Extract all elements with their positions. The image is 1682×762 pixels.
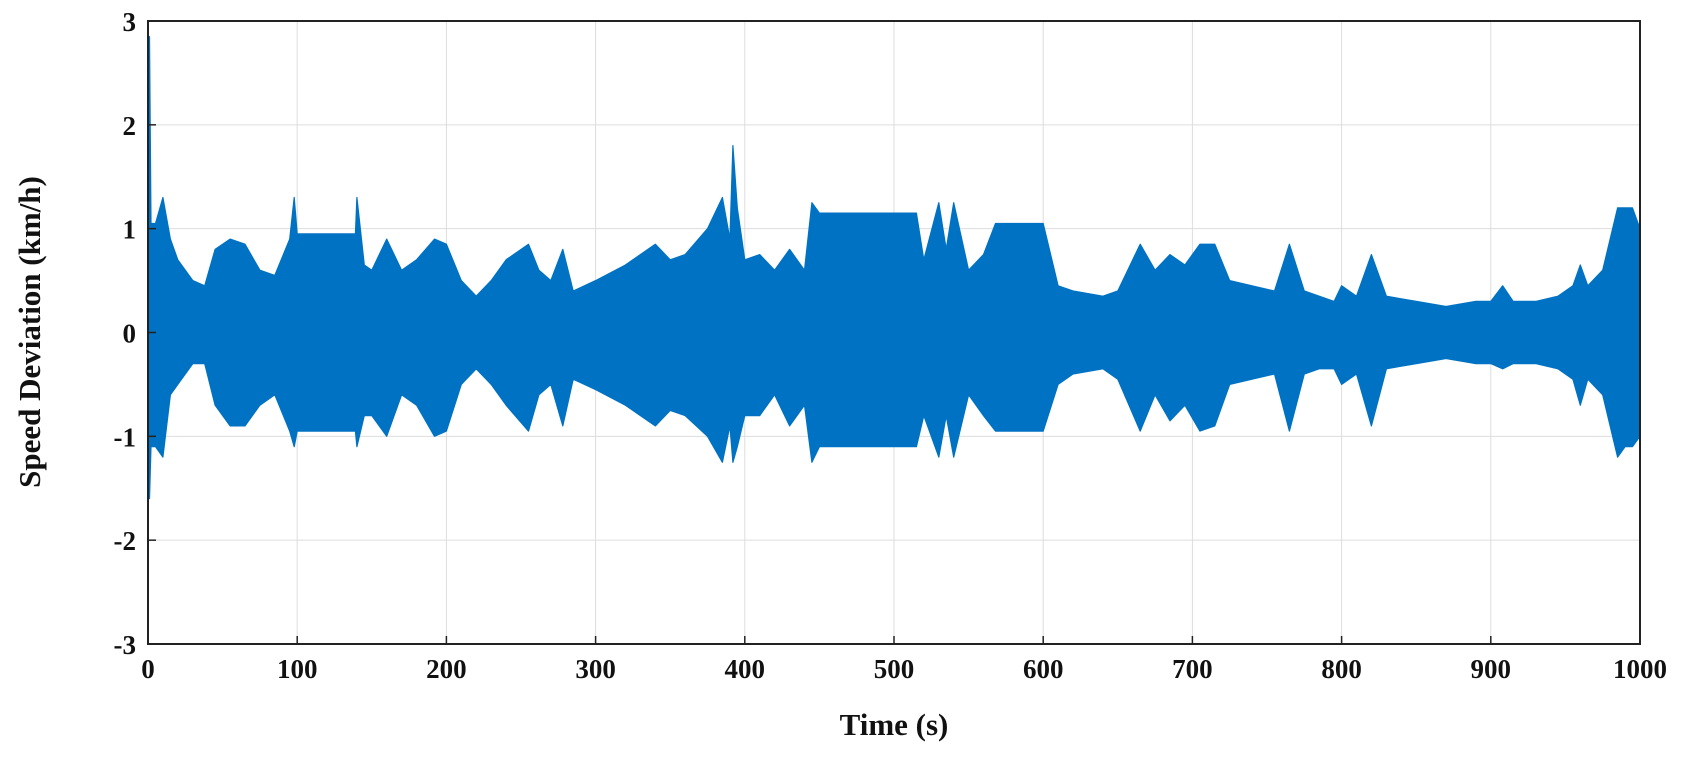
- tick-layer: 0 100 200 300 400 500 600 700 800 900 1000 3 2 1 0 -1 -2…: [114, 7, 1668, 684]
- x-tick-label: 200: [426, 654, 467, 684]
- y-tick-label: 2: [123, 111, 137, 141]
- x-tick-label: 1000: [1613, 654, 1667, 684]
- y-tick-label: 1: [123, 215, 137, 245]
- y-tick-label: 0: [123, 319, 137, 349]
- x-tick-label: 400: [725, 654, 766, 684]
- x-tick-label: 300: [575, 654, 616, 684]
- x-tick-label: 700: [1172, 654, 1213, 684]
- y-tick-label: 3: [123, 7, 137, 37]
- y-tick-label: -2: [114, 526, 137, 556]
- x-tick-label: 900: [1471, 654, 1512, 684]
- y-tick-label: -3: [114, 630, 137, 660]
- x-tick-label: 600: [1023, 654, 1064, 684]
- x-tick-label: 800: [1321, 654, 1362, 684]
- x-tick-label: 100: [277, 654, 318, 684]
- y-axis-label: Speed Deviation (km/h): [12, 176, 47, 488]
- y-tick-label: -1: [114, 422, 137, 452]
- x-tick-label: 0: [141, 654, 155, 684]
- x-tick-label: 500: [874, 654, 915, 684]
- x-axis-label: Time (s): [840, 707, 949, 742]
